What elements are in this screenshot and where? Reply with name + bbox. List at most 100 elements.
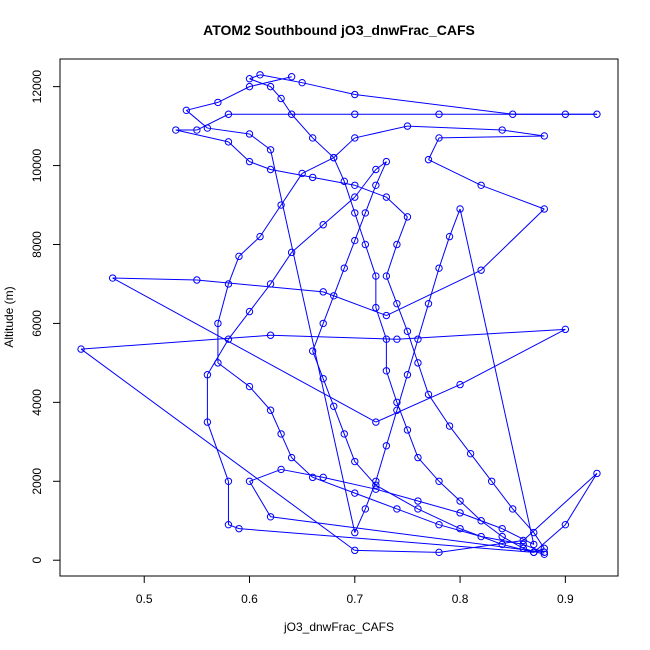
series-line-segment bbox=[206, 421, 229, 482]
series-line-segment bbox=[385, 275, 398, 304]
data-point bbox=[445, 422, 454, 430]
data-point bbox=[319, 473, 327, 482]
data-point bbox=[351, 134, 359, 142]
data-point bbox=[498, 532, 506, 541]
series-line-segment bbox=[249, 468, 282, 482]
data-point bbox=[435, 477, 443, 485]
series-line-segment bbox=[301, 157, 334, 174]
series-line-segment bbox=[470, 453, 493, 482]
series-line-segment bbox=[417, 303, 429, 340]
series-line-segment bbox=[564, 473, 598, 525]
data-point bbox=[319, 288, 327, 296]
series-line-segment bbox=[385, 244, 398, 277]
series-line-segment bbox=[270, 86, 282, 99]
series-line-segment bbox=[354, 212, 366, 241]
data-point bbox=[235, 252, 243, 261]
series-line-segment bbox=[312, 176, 355, 186]
series-line-segment bbox=[417, 508, 461, 530]
data-point bbox=[361, 240, 370, 249]
data-point bbox=[466, 449, 475, 458]
data-point bbox=[224, 477, 233, 485]
data-point bbox=[561, 325, 570, 334]
series-line-segment bbox=[322, 378, 335, 407]
data-point bbox=[530, 528, 538, 537]
series-line-segment bbox=[428, 159, 482, 186]
data-point bbox=[266, 513, 275, 521]
series-line-segment bbox=[406, 429, 419, 458]
series-line-segment bbox=[270, 252, 293, 285]
series-line-segment bbox=[228, 311, 250, 340]
series-line-segment bbox=[428, 394, 450, 427]
series-line-segment bbox=[249, 133, 271, 151]
series-line-segment bbox=[354, 212, 366, 245]
data-point bbox=[456, 524, 464, 533]
data-point bbox=[266, 146, 275, 154]
series-line-segment bbox=[333, 267, 345, 296]
data-point bbox=[477, 532, 485, 541]
data-point bbox=[245, 157, 254, 166]
data-point bbox=[372, 485, 380, 493]
series-line-segment bbox=[312, 476, 355, 494]
series-line-segment bbox=[523, 543, 545, 553]
data-point bbox=[77, 345, 85, 353]
data-point bbox=[319, 221, 327, 229]
data-point bbox=[382, 193, 391, 201]
series-line-segment bbox=[386, 269, 482, 316]
data-point bbox=[256, 232, 264, 241]
series-line-segment bbox=[80, 348, 356, 551]
data-point bbox=[519, 544, 527, 553]
series-line-segment bbox=[291, 113, 314, 139]
data-point bbox=[530, 548, 538, 557]
data-point bbox=[498, 126, 506, 134]
series-line-segment bbox=[480, 520, 503, 537]
series-line-segment bbox=[459, 328, 566, 386]
data-point bbox=[351, 546, 359, 555]
series-line-segment bbox=[375, 488, 419, 502]
series-line-segment bbox=[207, 127, 250, 135]
series-line-segment bbox=[249, 161, 271, 170]
data-point bbox=[393, 299, 401, 308]
data-point bbox=[445, 232, 454, 241]
series-line-segment bbox=[249, 76, 292, 88]
data-point bbox=[372, 165, 380, 174]
series-line-segment bbox=[406, 339, 419, 375]
series-line-segment bbox=[417, 500, 461, 514]
series-line-segment bbox=[396, 303, 408, 332]
data-point bbox=[456, 205, 464, 213]
data-point bbox=[308, 473, 317, 482]
data-point bbox=[351, 181, 359, 189]
series-line-segment bbox=[354, 549, 440, 553]
series-line-segment bbox=[396, 328, 566, 340]
data-point bbox=[287, 110, 296, 118]
data-point bbox=[435, 264, 443, 272]
series-line-segment bbox=[438, 539, 524, 553]
data-point bbox=[245, 75, 254, 83]
data-point bbox=[487, 477, 496, 485]
series-line-segment bbox=[354, 94, 513, 115]
data-point bbox=[340, 264, 348, 272]
series-line-segment bbox=[280, 173, 303, 206]
data-point bbox=[540, 548, 549, 557]
series-line-segment bbox=[249, 74, 261, 80]
series-line-segment bbox=[270, 516, 545, 553]
y-axis: 0 2000 4000 6000 8000 10000 12000 bbox=[30, 70, 61, 564]
data-point bbox=[256, 71, 264, 79]
y-tick-label: 8000 bbox=[30, 231, 44, 258]
series-line-segment bbox=[112, 277, 377, 423]
series-line-segment bbox=[249, 78, 271, 88]
data-point bbox=[382, 442, 391, 450]
series-line-segment bbox=[406, 331, 419, 364]
data-point bbox=[245, 477, 254, 485]
data-point bbox=[372, 272, 380, 280]
data-point bbox=[424, 390, 433, 399]
data-point bbox=[308, 134, 317, 142]
data-point bbox=[372, 181, 380, 189]
data-point bbox=[393, 398, 401, 407]
y-tick-label: 2000 bbox=[30, 468, 44, 495]
data-point bbox=[403, 327, 412, 336]
data-point bbox=[593, 469, 601, 478]
x-tick-label: 0.8 bbox=[452, 592, 469, 606]
x-tick-label: 0.9 bbox=[557, 592, 574, 606]
series-line-segment bbox=[217, 283, 229, 324]
data-point bbox=[403, 213, 412, 221]
